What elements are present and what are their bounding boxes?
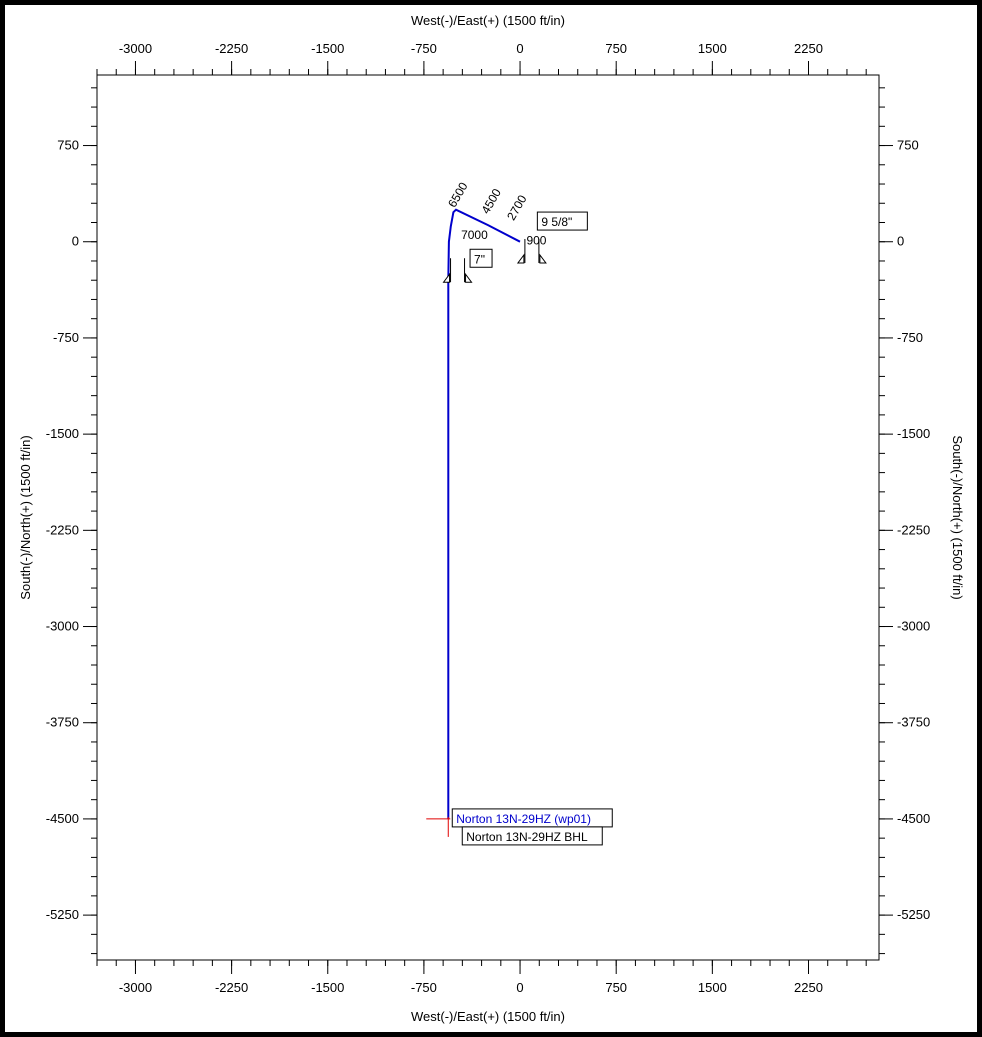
target-label-bhl: Norton 13N-29HZ BHL — [466, 830, 588, 844]
casing-label: 9 5/8" — [541, 215, 572, 229]
y-tick-label-right: -3750 — [897, 715, 930, 730]
depth-label: 6500 — [445, 179, 471, 209]
x-tick-label-bottom: -3000 — [119, 980, 152, 995]
y-tick-label-left: -1500 — [46, 426, 79, 441]
x-tick-label-top: -2250 — [215, 41, 248, 56]
casing-marker — [442, 258, 473, 283]
depth-label: 4500 — [478, 186, 504, 216]
y-tick-label-left: -4500 — [46, 811, 79, 826]
casing-label-box — [469, 248, 493, 268]
y-tick-label-right: -750 — [897, 330, 923, 345]
y-tick-label-right: 0 — [897, 234, 904, 249]
y-axis-label-left: South(-)/North(+) (1500 ft/in) — [18, 435, 33, 599]
x-tick-label-top: 0 — [516, 41, 523, 56]
well-path-line — [447, 208, 521, 819]
x-tick-label-bottom: -1500 — [311, 980, 344, 995]
x-tick-label-top: -1500 — [311, 41, 344, 56]
x-tick-label-top: 2250 — [794, 41, 823, 56]
y-tick-label-right: -3000 — [897, 619, 930, 634]
y-tick-label-right: 750 — [897, 138, 919, 153]
x-tick-label-bottom: -750 — [411, 980, 437, 995]
y-tick-label-left: -750 — [53, 330, 79, 345]
y-tick-label-right: -1500 — [897, 426, 930, 441]
plot-canvas: -3000 -3000 -2250 -2250 -1500 -1500 -750 -750 0 0… — [5, 5, 977, 1032]
x-tick-label-bottom: -2250 — [215, 980, 248, 995]
y-tick-label-left: -3000 — [46, 619, 79, 634]
tick-layer: -3000 -3000 -2250 -2250 -1500 -1500 -750 -750 0 0… — [46, 41, 931, 995]
casing-marker — [516, 238, 547, 264]
casing-label: 7" — [474, 252, 485, 266]
y-tick-label-left: -3750 — [46, 715, 79, 730]
target-label-wp01: Norton 13N-29HZ (wp01) — [456, 812, 591, 826]
y-axis-label-right: South(-)/North(+) (1500 ft/in) — [950, 435, 965, 599]
x-tick-label-top: 1500 — [698, 41, 727, 56]
x-tick-label-bottom: 1500 — [698, 980, 727, 995]
target-label-box — [461, 826, 603, 846]
x-tick-label-bottom: 0 — [516, 980, 523, 995]
x-axis-label-top: West(-)/East(+) (1500 ft/in) — [411, 13, 565, 28]
x-axis-label-bottom: West(-)/East(+) (1500 ft/in) — [411, 1009, 565, 1024]
y-tick-label-right: -4500 — [897, 811, 930, 826]
y-tick-label-left: -2250 — [46, 522, 79, 537]
depth-label: 7000 — [461, 228, 488, 242]
casing-marker-shoe — [539, 253, 547, 264]
annotation-layer: 6500 4500 2700 7000 900 9 5/8" 7" Norton 13N-29… — [426, 179, 613, 846]
y-tick-label-right: -2250 — [897, 522, 930, 537]
x-tick-label-top: -3000 — [119, 41, 152, 56]
y-tick-label-left: 0 — [72, 234, 79, 249]
plan-view-chart: -3000 -3000 -2250 -2250 -1500 -1500 -750 -750 0 0… — [18, 13, 965, 1024]
x-tick-label-bottom: 2250 — [794, 980, 823, 995]
casing-marker-shoe — [516, 253, 525, 264]
y-tick-label-left: -5250 — [46, 907, 79, 922]
depth-label: 2700 — [504, 192, 530, 222]
casing-marker-shoe — [465, 272, 473, 283]
y-tick-label-left: 750 — [57, 138, 79, 153]
x-tick-label-top: -750 — [411, 41, 437, 56]
plot-frame — [96, 74, 880, 961]
casing-label-box — [536, 211, 588, 231]
y-tick-label-right: -5250 — [897, 907, 930, 922]
x-tick-label-top: 750 — [605, 41, 627, 56]
x-tick-label-bottom: 750 — [605, 980, 627, 995]
casing-marker-shoe — [442, 272, 451, 283]
series-layer — [447, 208, 521, 819]
depth-label: 900 — [526, 233, 546, 247]
